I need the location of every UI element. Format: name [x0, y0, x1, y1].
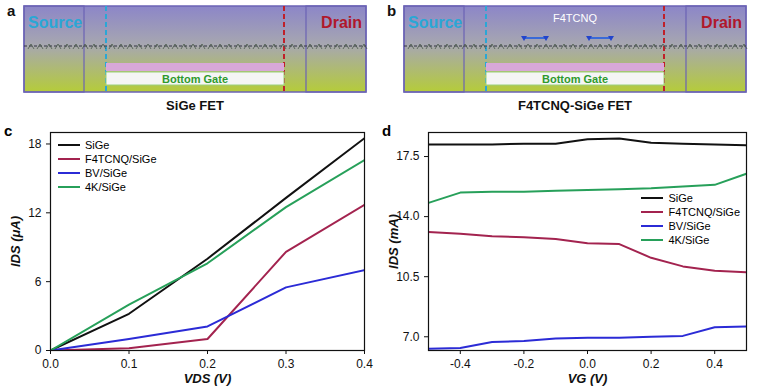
svg-text:b: b	[387, 2, 396, 19]
svg-text:0.4: 0.4	[706, 357, 723, 371]
html-text:SiGe: SiGe	[668, 191, 693, 204]
svg-text:0.0: 0.0	[579, 357, 596, 371]
svg-text:0.2: 0.2	[199, 357, 216, 371]
svg-text:Bottom Gate: Bottom Gate	[542, 73, 608, 85]
svg-text:-0.2: -0.2	[514, 357, 535, 371]
svg-text:VG (V): VG (V)	[568, 371, 608, 386]
svg-text:-0.4: -0.4	[450, 357, 471, 371]
svg-text:VDS (V): VDS (V)	[184, 371, 232, 386]
svg-text:0.4: 0.4	[356, 357, 373, 371]
html-text:d: d	[382, 122, 392, 139]
svg-text:IDS (μA): IDS (μA)	[8, 216, 23, 267]
svg-text:Drain: Drain	[321, 14, 362, 31]
svg-text:0.3: 0.3	[278, 357, 295, 371]
html-text:4K/SiGe: 4K/SiGe	[668, 233, 710, 246]
html-text:4K/SiGe: 4K/SiGe	[85, 181, 126, 193]
svg-text:0.1: 0.1	[121, 357, 138, 371]
svg-text:F4TCNQ: F4TCNQ	[553, 12, 597, 24]
svg-text:0.0: 0.0	[42, 357, 59, 371]
svg-text:10.5: 10.5	[396, 270, 420, 284]
html-text:SiGe: SiGe	[85, 139, 110, 151]
svg-text:7.0: 7.0	[403, 330, 420, 344]
svg-text:0.2: 0.2	[643, 357, 660, 371]
svg-text:12: 12	[28, 206, 42, 220]
html-text:BV/SiGe: BV/SiGe	[668, 219, 711, 232]
svg-text:SiGe FET: SiGe FET	[166, 98, 224, 113]
svg-text:Drain: Drain	[701, 14, 742, 31]
svg-text:a: a	[7, 2, 16, 19]
svg-text:6: 6	[35, 274, 42, 288]
svg-text:Source: Source	[28, 14, 82, 31]
html-text:BV/SiGe: BV/SiGe	[85, 167, 128, 179]
svg-text:0: 0	[35, 343, 42, 357]
svg-text:Source: Source	[408, 14, 462, 31]
svg-text:IDS (mA): IDS (mA)	[386, 214, 401, 269]
html-text:c: c	[4, 122, 13, 139]
svg-text:17.5: 17.5	[396, 149, 420, 163]
html-text:F4TCNQ/SiGe: F4TCNQ/SiGe	[85, 153, 157, 165]
svg-text:Bottom Gate: Bottom Gate	[162, 73, 228, 85]
svg-text:14.0: 14.0	[396, 209, 420, 224]
svg-text:F4TCNQ-SiGe FET: F4TCNQ-SiGe FET	[518, 98, 632, 113]
html-text:F4TCNQ/SiGe: F4TCNQ/SiGe	[668, 205, 740, 218]
svg-text:18: 18	[28, 137, 42, 151]
